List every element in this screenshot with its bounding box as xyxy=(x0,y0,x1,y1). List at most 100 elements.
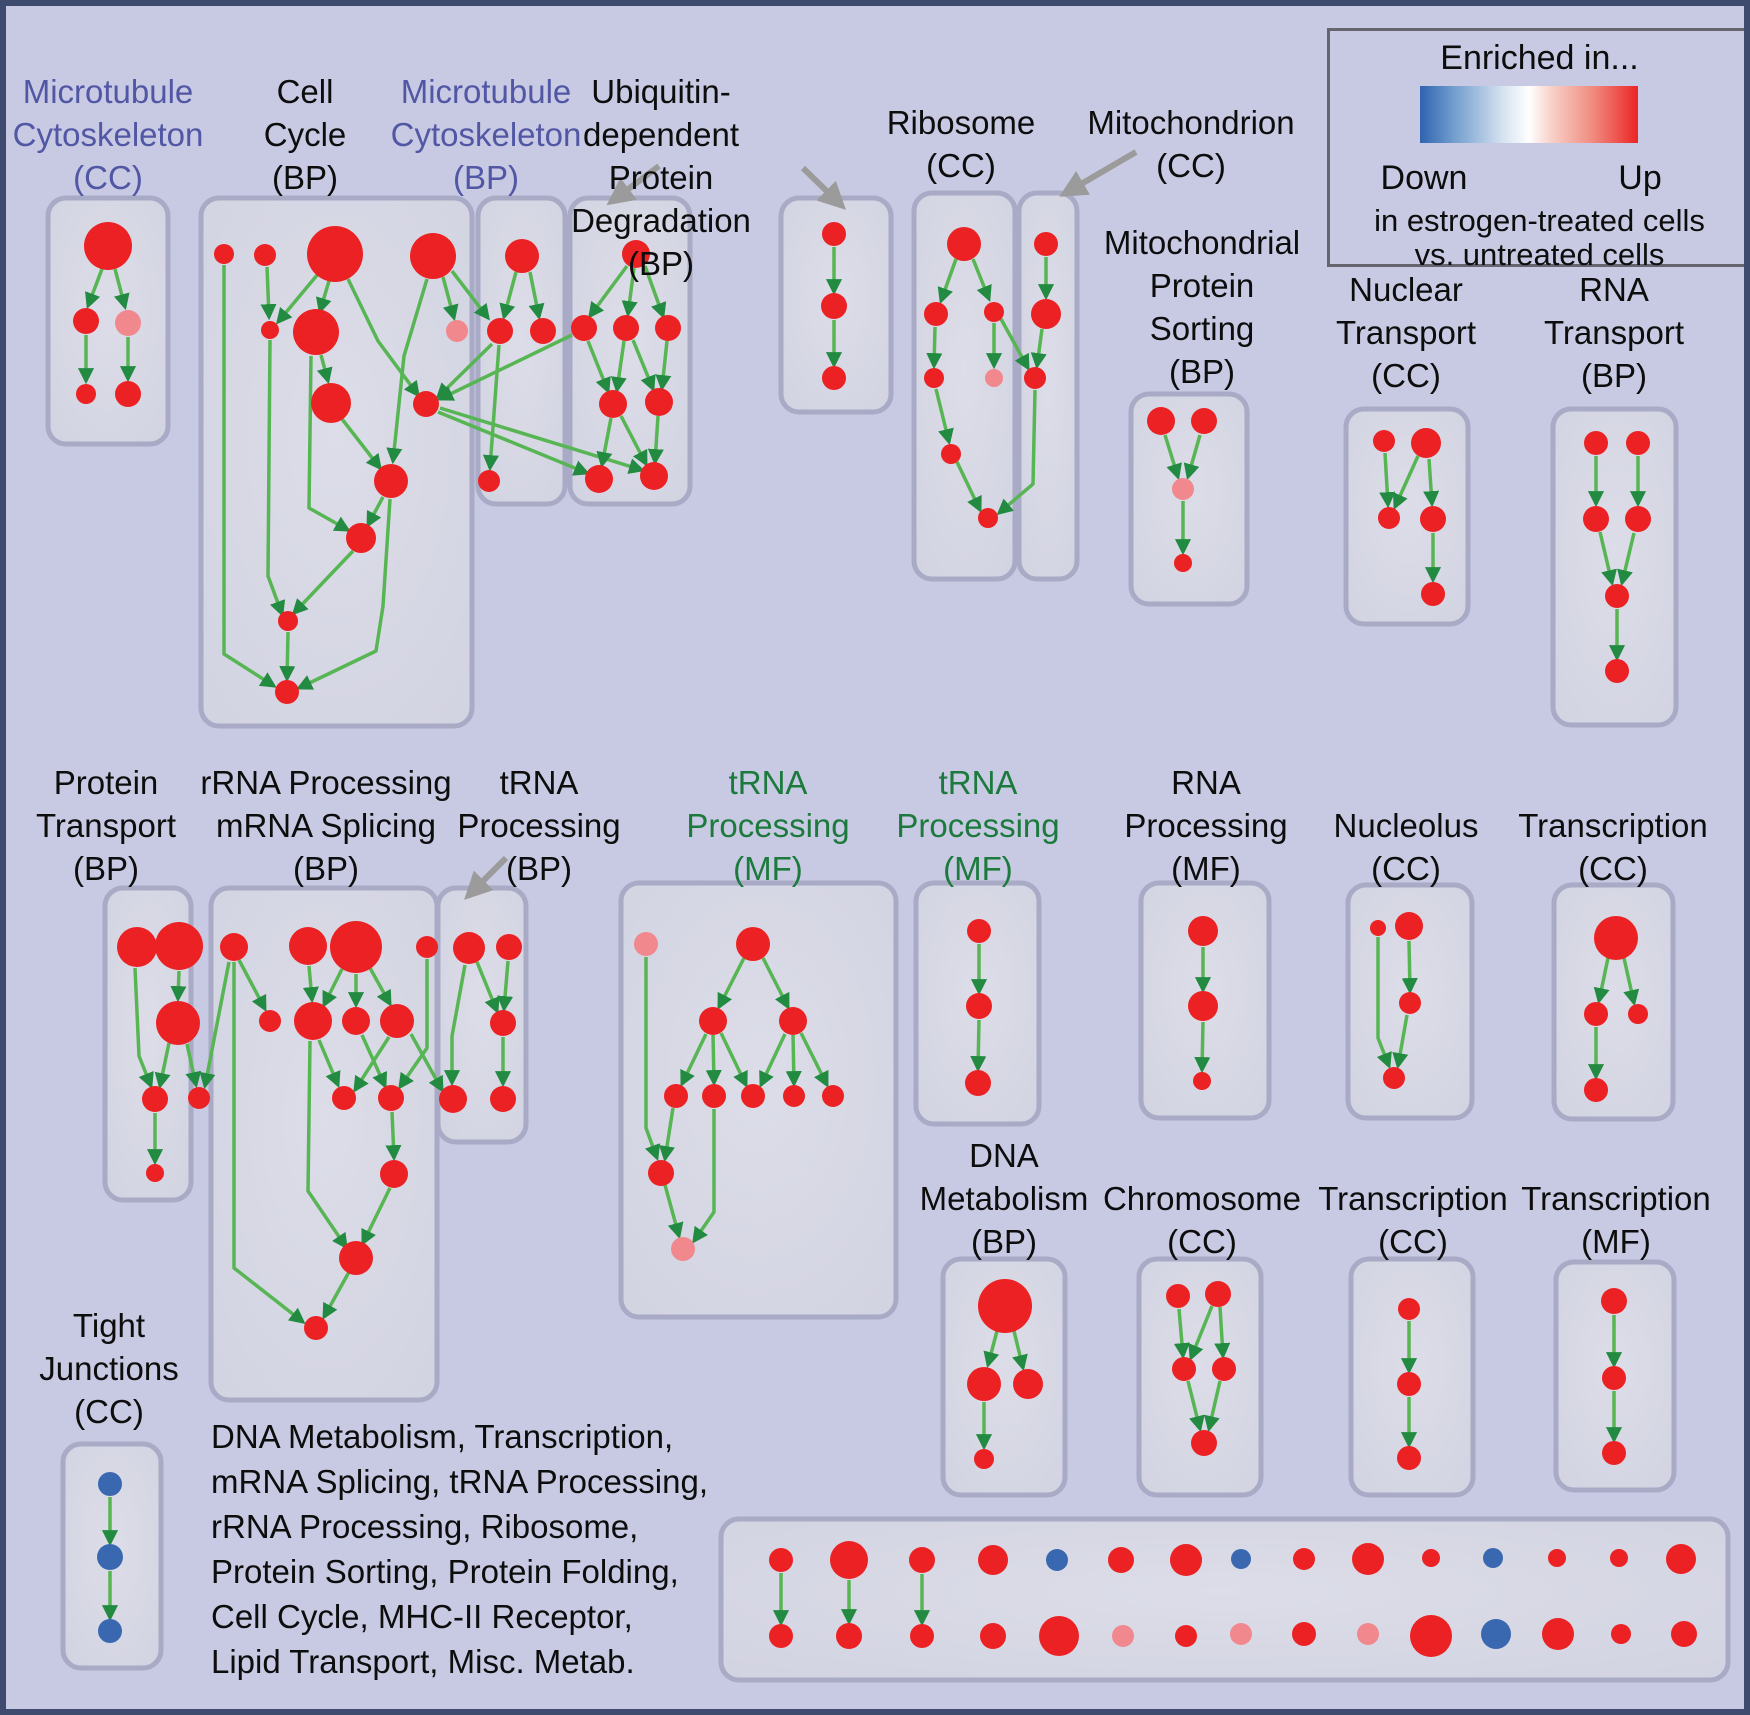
go-term-node xyxy=(278,611,298,631)
go-term-node xyxy=(1594,916,1638,960)
edge-arrow xyxy=(499,271,518,321)
edge-arrow xyxy=(386,278,429,465)
network-canvas xyxy=(45,149,1731,1683)
go-term-node xyxy=(1193,1072,1211,1090)
edge-arrow xyxy=(322,968,344,1008)
go-term-box xyxy=(940,1256,1068,1498)
go-term-node xyxy=(783,1085,805,1107)
go-term-node xyxy=(671,1237,695,1261)
go-term-node xyxy=(289,927,327,965)
edge-arrow xyxy=(996,389,1037,516)
edge-arrow xyxy=(437,333,573,401)
label-pointer-arrow xyxy=(1059,149,1138,197)
go-term-node xyxy=(294,1002,332,1040)
go-term-node xyxy=(1542,1618,1574,1650)
edge-arrow xyxy=(692,1109,716,1244)
go-term-node xyxy=(293,309,339,355)
edge-arrow xyxy=(322,1271,351,1320)
misc-clusters-text: DNA Metabolism, Transcription, mRNA Splic… xyxy=(211,1414,708,1684)
cluster-label: Tight Junctions (CC) xyxy=(39,1307,179,1430)
go-term-node xyxy=(1293,1548,1315,1570)
go-term-node xyxy=(1188,991,1218,1021)
go-term-node xyxy=(1397,1372,1421,1396)
label-pointer-arrow xyxy=(606,163,661,206)
go-term-node xyxy=(613,315,639,341)
edge-arrow xyxy=(385,1111,402,1162)
edge-arrow xyxy=(353,1036,391,1093)
edge-arrow xyxy=(799,1032,829,1088)
go-term-box xyxy=(1343,406,1471,627)
misc-text-line: Cell Cycle, MHC-II Receptor, xyxy=(211,1598,633,1635)
go-term-node xyxy=(1602,1441,1626,1465)
edge-arrow xyxy=(170,970,187,1003)
go-term-node xyxy=(1626,431,1650,455)
edge-arrow xyxy=(275,272,320,325)
edge-arrow xyxy=(366,496,385,528)
go-term-node xyxy=(490,1086,516,1112)
go-term-node xyxy=(1611,1624,1631,1644)
go-term-box xyxy=(1128,391,1250,607)
go-term-node xyxy=(254,244,276,266)
go-term-node xyxy=(1583,506,1609,532)
cluster-label: tRNA Processing (BP) xyxy=(457,764,621,887)
go-term-node xyxy=(342,1007,370,1035)
go-term-node xyxy=(821,293,847,319)
go-term-node xyxy=(1399,992,1421,1014)
go-term-node xyxy=(1601,1288,1627,1314)
cluster-label: DNA Metabolism (BP) xyxy=(919,1137,1089,1260)
edge-arrow xyxy=(1598,531,1617,587)
cluster-label: Protein Transport (BP) xyxy=(36,764,176,887)
go-term-node xyxy=(1605,584,1629,608)
go-term-node xyxy=(98,1472,122,1496)
edge-arrow xyxy=(1423,458,1440,508)
cluster-label: Ribosome (CC) xyxy=(886,104,1036,184)
go-term-node xyxy=(1398,1298,1420,1320)
go-term-node xyxy=(1610,1549,1628,1567)
go-term-node xyxy=(346,523,376,553)
edge-arrow xyxy=(133,967,154,1089)
cluster-label: Cell Cycle (BP) xyxy=(263,73,347,196)
go-term-node xyxy=(966,993,992,1019)
misc-text-line: rRNA Processing, Ribosome, xyxy=(211,1508,639,1545)
go-term-node xyxy=(965,1070,991,1096)
go-term-node xyxy=(413,391,439,417)
go-term-node xyxy=(1605,659,1629,683)
go-term-node xyxy=(1230,1623,1252,1645)
edge-arrow xyxy=(1204,1380,1222,1433)
edge-arrow xyxy=(316,354,333,385)
edge-arrow xyxy=(621,267,638,318)
go-term-node xyxy=(1397,1446,1421,1470)
edge-arrow xyxy=(1392,1014,1409,1070)
go-term-node xyxy=(1170,1544,1202,1576)
go-term-node xyxy=(1584,1002,1608,1026)
edge-arrow xyxy=(237,959,267,1012)
cluster-label: tRNA Processing (MF) xyxy=(686,764,850,887)
edge-arrow xyxy=(302,965,319,1004)
go-term-node xyxy=(439,1085,467,1113)
go-term-node xyxy=(830,1541,868,1579)
misc-text-line: Protein Sorting, Protein Folding, xyxy=(211,1553,679,1590)
go-term-node xyxy=(910,1624,934,1648)
cluster-label: RNA Transport (BP) xyxy=(1544,271,1684,394)
edge-arrow xyxy=(199,961,231,1090)
edge-arrow xyxy=(528,271,545,321)
go-term-node xyxy=(304,1316,328,1340)
label-pointer-arrow xyxy=(464,855,509,900)
go-term-node xyxy=(1548,1549,1566,1567)
cluster-label: Mitochondrial Protein Sorting (BP) xyxy=(1103,224,1301,390)
go-term-node xyxy=(1357,1623,1379,1645)
misc-text-line: Lipid Transport, Misc. Metab. xyxy=(211,1643,635,1680)
edge-arrow xyxy=(317,1039,341,1088)
go-term-node xyxy=(1602,1366,1626,1390)
go-term-node xyxy=(487,318,513,344)
go-term-node xyxy=(1410,1615,1452,1657)
go-term-node xyxy=(1584,1078,1608,1102)
legend-down-label: Down xyxy=(1380,159,1468,197)
go-term-node xyxy=(984,302,1004,322)
go-term-node xyxy=(978,1279,1032,1333)
go-term-node xyxy=(741,1084,765,1108)
edge-arrow xyxy=(999,318,1030,371)
edge-arrow xyxy=(1617,532,1636,587)
go-term-node xyxy=(142,1086,168,1112)
go-term-node xyxy=(1212,1357,1236,1381)
